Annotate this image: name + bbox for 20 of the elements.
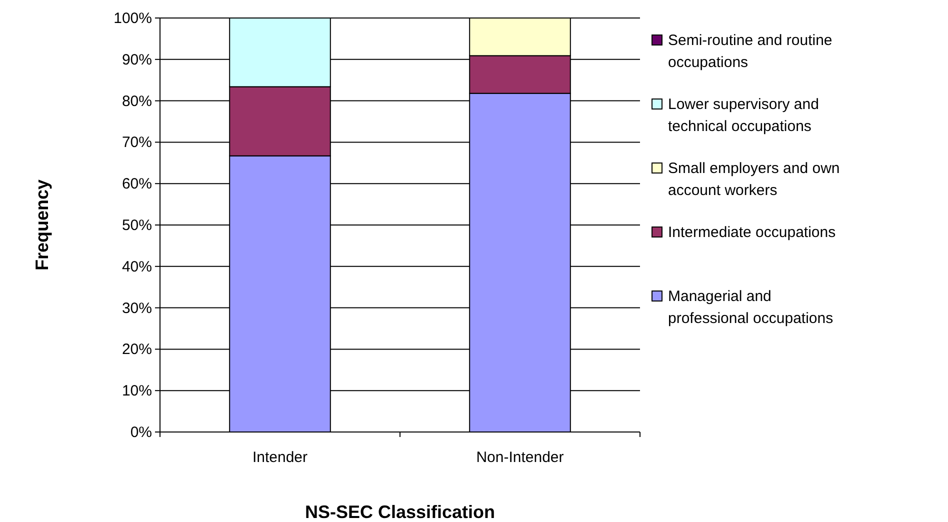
legend-label: Managerial and professional occupations	[668, 288, 834, 327]
y-tick-label: 40%	[122, 258, 152, 276]
y-axis-title: Frequency	[32, 179, 52, 271]
legend-label: Lower supervisory and technical occupations	[668, 96, 819, 135]
y-tick-label: 0%	[130, 424, 152, 441]
x-tick-label: Non-Intender	[476, 449, 564, 466]
legend-label: Semi-routine and routine occupations	[668, 32, 832, 71]
legend-label: Intermediate occupations	[668, 224, 836, 241]
x-axis-title: NS-SEC Classification	[304, 502, 496, 522]
x-tick-label: Intender	[252, 449, 308, 466]
y-tick-label: 60%	[122, 176, 152, 193]
legend-label: Small employers and own account workers	[668, 160, 840, 199]
y-tick-label: 70%	[122, 134, 152, 152]
y-tick-label: 50%	[122, 217, 152, 234]
y-tick-label: 10%	[122, 382, 152, 400]
y-tick-label: 100%	[114, 10, 152, 27]
y-tick-label: 90%	[122, 51, 152, 68]
y-tick-label: 30%	[122, 300, 152, 317]
y-tick-label: 20%	[122, 341, 152, 358]
y-tick-label: 80%	[122, 92, 152, 110]
